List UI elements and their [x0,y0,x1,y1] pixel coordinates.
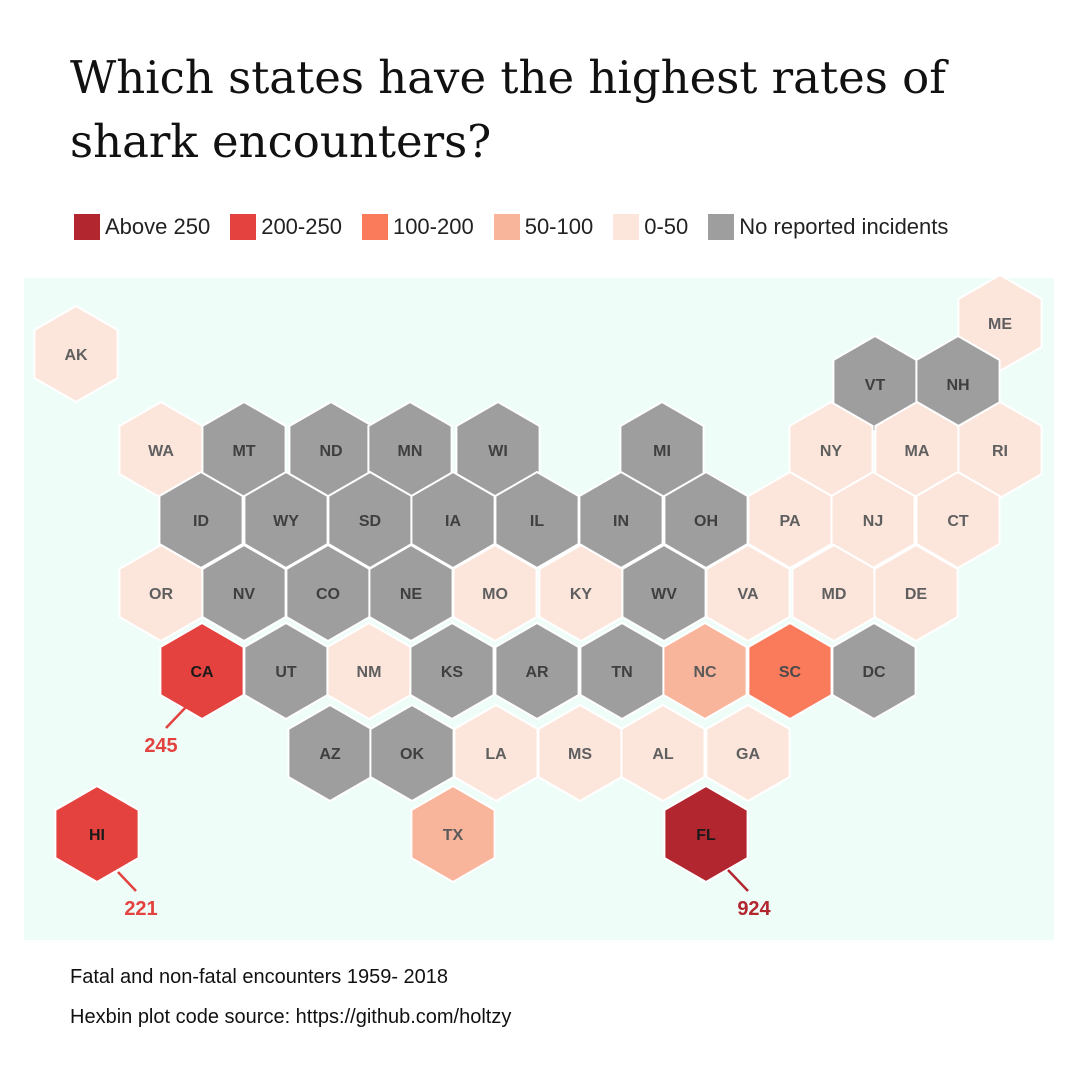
callout-value-fl: 924 [737,898,771,920]
hex-label-de: DE [905,586,928,603]
legend-item-no-incidents: No reported incidents [708,214,948,240]
legend-label-0-50: 0-50 [644,214,689,239]
hex-tx [410,784,496,884]
hex-label-ok: OK [400,746,424,763]
hex-label-fl: FL [696,827,716,844]
legend-swatch-50-100 [493,214,520,240]
hex-label-mi: MI [653,443,671,460]
legend-label-above-250: Above 250 [105,214,211,239]
callout-value-ca: 245 [144,735,177,757]
hex-label-id: ID [193,513,209,530]
hex-label-sd: SD [359,513,381,530]
hex-label-nc: NC [693,664,717,681]
hex-label-mt: MT [232,443,255,460]
hex-label-pa: PA [779,513,800,530]
hex-label-in: IN [613,513,629,530]
legend-swatch-200-250 [230,214,257,240]
callout-value-hi: 221 [124,898,157,920]
hex-de [873,543,959,643]
hex-dc [831,621,917,721]
hex-layer: AK ME VT NH WA MT ND MN WI MI NY MA RI ID WY SD IA IL IN OH… [33,273,1043,884]
callout-line-fl [727,869,749,892]
hex-fl [663,784,749,884]
chart-title: Which states have the highest rates of s… [70,51,946,168]
hex-label-ca: CA [190,664,214,681]
hex-label-vt: VT [865,377,886,394]
hex-label-ks: KS [441,664,464,681]
legend-item-0-50: 0-50 [613,214,688,240]
hex-label-ri: RI [992,443,1008,460]
callout-layer: 245 221 924 [117,706,772,920]
callout-line-hi [117,871,137,892]
hex-al [620,703,706,803]
legend-swatch-no-incidents [708,214,735,240]
hex-label-mo: MO [482,586,508,603]
hex-ak [33,304,119,404]
hex-label-ak: AK [64,347,88,364]
legend-label-100-200: 100-200 [392,214,474,239]
legend-label-no-incidents: No reported incidents [739,214,949,239]
hex-label-ut: UT [275,664,297,681]
hex-label-mn: MN [398,443,423,460]
hex-label-md: MD [822,586,847,603]
hex-label-tn: TN [611,664,632,681]
callout-line-ca [165,706,187,729]
hex-label-hi: HI [89,827,105,844]
footnote-source: Hexbin plot code source: https://github.… [70,1006,512,1028]
hex-ar [494,621,580,721]
hex-label-ky: KY [570,586,593,603]
hex-label-nh: NH [946,377,969,394]
hex-label-nv: NV [233,586,256,603]
hex-label-sc: SC [779,664,802,681]
hex-label-ms: MS [568,746,592,763]
hex-label-ny: NY [820,443,843,460]
hex-label-wa: WA [148,443,174,460]
hex-label-nj: NJ [863,513,883,530]
hex-label-ia: IA [445,513,461,530]
hex-label-or: OR [149,586,173,603]
hex-label-nd: ND [319,443,342,460]
hex-label-me: ME [988,316,1012,333]
hex-label-ne: NE [400,586,423,603]
hex-label-nm: NM [357,664,382,681]
legend-label-200-250: 200-250 [261,214,342,239]
hex-label-va: VA [737,586,758,603]
hex-va [705,543,791,643]
legend-label-50-100: 50-100 [524,214,594,239]
legend-swatch-0-50 [613,214,640,240]
hex-ct [915,470,1001,570]
hex-label-co: CO [316,586,340,603]
legend-swatch-100-200 [361,214,388,240]
legend: Above 250 200-250 100-200 50-100 0-50 No… [74,214,968,240]
hex-hi [54,784,140,884]
hex-label-tx: TX [443,827,464,844]
hex-label-wv: WV [651,586,677,603]
hex-label-oh: OH [694,513,718,530]
hex-label-dc: DC [862,664,886,681]
hex-label-ct: CT [947,513,969,530]
hex-nc [662,621,748,721]
footnote-period: Fatal and non-fatal encounters 1959- 201… [70,966,449,988]
hex-ks [409,621,495,721]
legend-item-above-250: Above 250 [74,214,210,240]
hex-label-ar: AR [525,664,549,681]
hex-label-ma: MA [905,443,930,460]
legend-swatch-above-250 [74,214,100,240]
hex-label-wi: WI [488,443,508,460]
legend-item-200-250: 200-250 [230,214,342,240]
hex-ga [705,703,791,803]
hex-label-il: IL [530,513,544,530]
hex-mo [452,543,538,643]
legend-item-100-200: 100-200 [361,214,474,240]
hex-label-ga: GA [736,746,760,763]
hex-label-az: AZ [319,746,341,763]
legend-item-50-100: 50-100 [493,214,594,240]
hex-label-la: LA [485,746,507,763]
hex-label-wy: WY [273,513,299,530]
hex-label-al: AL [652,746,674,763]
